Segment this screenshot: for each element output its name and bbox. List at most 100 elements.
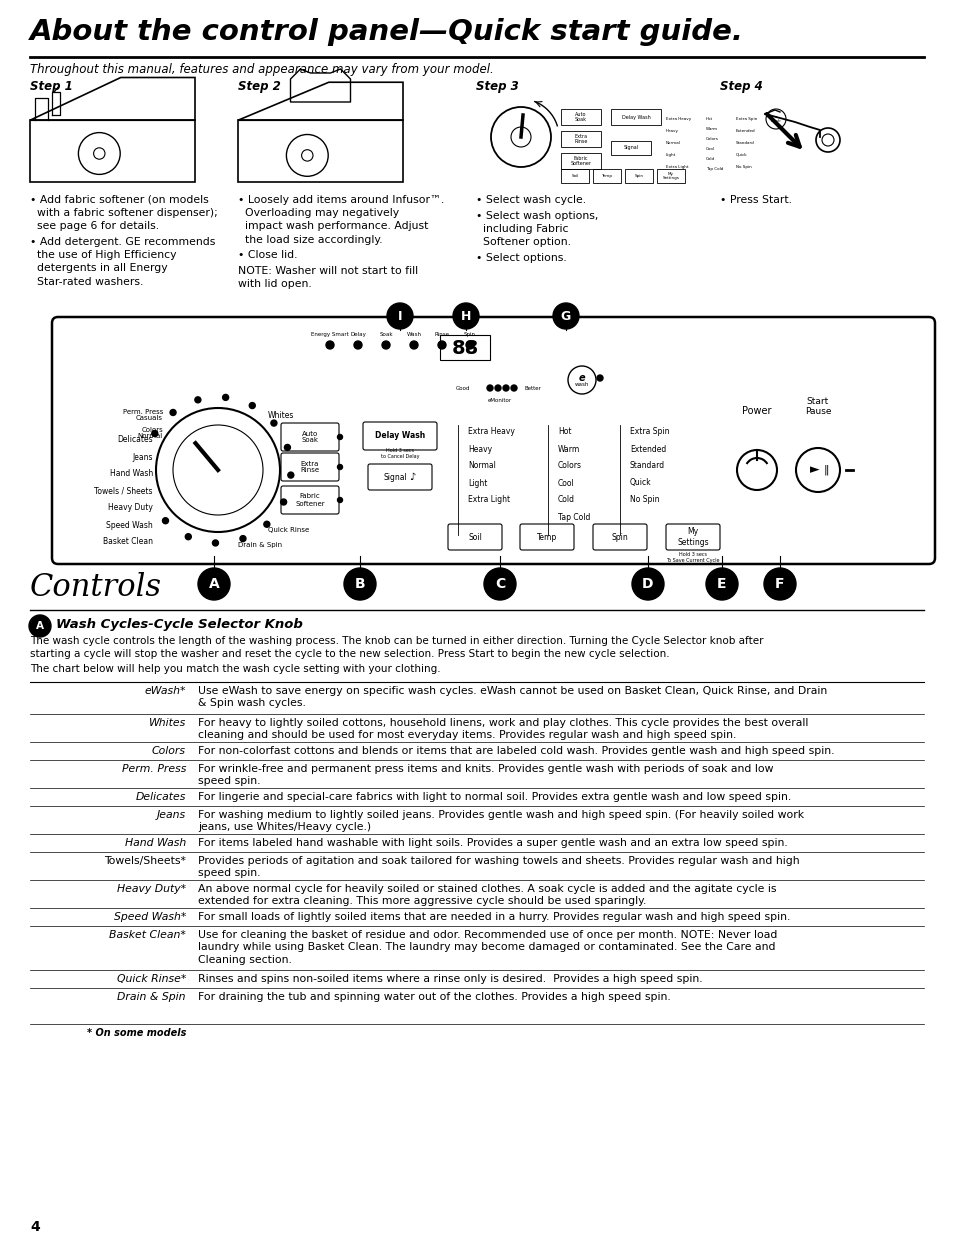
Text: Colors
Normal: Colors Normal bbox=[137, 426, 163, 440]
Text: NOTE: Washer will not start to fill
with lid open.: NOTE: Washer will not start to fill with… bbox=[237, 266, 417, 289]
Text: Heavy: Heavy bbox=[468, 445, 492, 453]
Circle shape bbox=[170, 410, 176, 415]
Text: Delay Wash: Delay Wash bbox=[375, 431, 425, 441]
Text: 4: 4 bbox=[30, 1220, 40, 1234]
Text: ‖: ‖ bbox=[822, 464, 828, 475]
Circle shape bbox=[240, 536, 246, 542]
Bar bbox=[560, 169, 588, 183]
Circle shape bbox=[271, 420, 276, 426]
Text: The chart below will help you match the wash cycle setting with your clothing.: The chart below will help you match the … bbox=[30, 664, 440, 674]
Text: Controls: Controls bbox=[30, 572, 162, 603]
Circle shape bbox=[465, 341, 474, 350]
Text: Delicates: Delicates bbox=[135, 792, 186, 802]
Text: Rinses and spins non-soiled items where a rinse only is desired.  Provides a hig: Rinses and spins non-soiled items where … bbox=[198, 974, 702, 984]
Text: • Select wash options,
  including Fabric
  Softener option.: • Select wash options, including Fabric … bbox=[476, 211, 598, 247]
Text: My
Settings: My Settings bbox=[662, 172, 679, 180]
Circle shape bbox=[249, 403, 255, 409]
Text: eWash*: eWash* bbox=[144, 685, 186, 697]
Text: Provides periods of agitation and soak tailored for washing towels and sheets. P: Provides periods of agitation and soak t… bbox=[198, 856, 799, 878]
Text: • Select options.: • Select options. bbox=[476, 253, 566, 263]
Text: For wrinkle-free and permanent press items and knits. Provides gentle wash with : For wrinkle-free and permanent press ite… bbox=[198, 764, 773, 787]
Circle shape bbox=[763, 568, 795, 600]
Text: Heavy Duty*: Heavy Duty* bbox=[117, 884, 186, 894]
Text: Hot: Hot bbox=[705, 117, 713, 121]
Circle shape bbox=[410, 341, 417, 350]
Text: Jeans: Jeans bbox=[132, 452, 152, 462]
Text: Delay Wash: Delay Wash bbox=[621, 115, 650, 120]
Text: wash: wash bbox=[575, 383, 589, 388]
Text: About the control panel—Quick start guide.: About the control panel—Quick start guid… bbox=[30, 19, 743, 46]
Bar bbox=[237, 120, 402, 182]
Text: Soil: Soil bbox=[468, 532, 481, 541]
Text: D: D bbox=[641, 577, 653, 592]
Text: Standard: Standard bbox=[735, 141, 754, 144]
Text: For draining the tub and spinning water out of the clothes. Provides a high spee: For draining the tub and spinning water … bbox=[198, 992, 670, 1002]
Text: Whites: Whites bbox=[149, 718, 186, 727]
Text: Spin: Spin bbox=[634, 174, 643, 178]
Text: Whites: Whites bbox=[268, 410, 294, 420]
Text: Start
Pause: Start Pause bbox=[804, 396, 830, 416]
Text: Extra Heavy: Extra Heavy bbox=[468, 427, 515, 436]
Circle shape bbox=[705, 568, 738, 600]
Text: E: E bbox=[717, 577, 726, 592]
Text: • Add fabric softener (on models
  with a fabric softener dispenser);
  see page: • Add fabric softener (on models with a … bbox=[30, 195, 217, 231]
Text: Cold: Cold bbox=[705, 157, 715, 161]
Text: Fabric
Softener: Fabric Softener bbox=[294, 494, 324, 506]
Circle shape bbox=[344, 568, 375, 600]
Text: Soak: Soak bbox=[378, 332, 393, 337]
Text: Extended: Extended bbox=[629, 445, 665, 453]
Text: Extra Light: Extra Light bbox=[468, 495, 510, 505]
Text: * On some models: * On some models bbox=[87, 1028, 186, 1037]
Text: Step 4: Step 4 bbox=[720, 80, 762, 93]
Text: Quick Rinse*: Quick Rinse* bbox=[116, 974, 186, 984]
Text: e: e bbox=[578, 373, 585, 383]
Text: 88: 88 bbox=[451, 338, 478, 357]
Text: Basket Clean*: Basket Clean* bbox=[109, 930, 186, 940]
Text: Extra Heavy: Extra Heavy bbox=[665, 117, 691, 121]
Bar bbox=[624, 169, 652, 183]
Text: Towels/Sheets*: Towels/Sheets* bbox=[104, 856, 186, 866]
Text: Temp: Temp bbox=[601, 174, 612, 178]
Text: My
Settings: My Settings bbox=[677, 527, 708, 547]
Text: ►: ► bbox=[809, 463, 819, 477]
Circle shape bbox=[29, 615, 51, 637]
Bar bbox=[593, 169, 620, 183]
Circle shape bbox=[337, 498, 342, 503]
Text: I: I bbox=[397, 310, 402, 322]
Text: Good: Good bbox=[455, 385, 470, 390]
Circle shape bbox=[502, 385, 509, 391]
Text: Extra
Rinse: Extra Rinse bbox=[574, 133, 587, 144]
Text: Normal: Normal bbox=[468, 462, 496, 471]
Circle shape bbox=[495, 385, 500, 391]
Text: Temp: Temp bbox=[537, 532, 557, 541]
Text: Perm. Press: Perm. Press bbox=[121, 764, 186, 774]
Text: Heavy: Heavy bbox=[665, 128, 679, 133]
Text: Standard: Standard bbox=[629, 462, 664, 471]
Text: Perm. Press
Casuals: Perm. Press Casuals bbox=[123, 409, 163, 421]
Bar bbox=[560, 153, 600, 169]
Text: Spin: Spin bbox=[611, 532, 628, 541]
Text: • Loosely add items around Infusor™.
  Overloading may negatively
  impact wash : • Loosely add items around Infusor™. Ove… bbox=[237, 195, 444, 245]
Circle shape bbox=[511, 385, 517, 391]
Text: Step 3: Step 3 bbox=[476, 80, 518, 93]
Circle shape bbox=[152, 431, 157, 436]
Text: Extra Spin: Extra Spin bbox=[629, 427, 669, 436]
Text: Normal: Normal bbox=[665, 141, 680, 144]
Text: Step 1: Step 1 bbox=[30, 80, 72, 93]
Bar bbox=[610, 109, 660, 125]
Text: Tap Cold: Tap Cold bbox=[558, 513, 590, 521]
Circle shape bbox=[194, 396, 201, 403]
Text: Speed Wash*: Speed Wash* bbox=[113, 911, 186, 923]
Text: Auto
Soak: Auto Soak bbox=[575, 111, 586, 122]
Text: ♪: ♪ bbox=[409, 472, 415, 482]
Text: Extra Spin: Extra Spin bbox=[735, 117, 757, 121]
Text: e
wash: e wash bbox=[770, 115, 781, 124]
Text: No Spin: No Spin bbox=[629, 495, 659, 505]
Text: Quick Rinse: Quick Rinse bbox=[268, 527, 309, 534]
Circle shape bbox=[337, 435, 342, 440]
Text: Warm: Warm bbox=[558, 445, 579, 453]
Circle shape bbox=[162, 517, 169, 524]
Text: Extra
Rinse: Extra Rinse bbox=[300, 461, 319, 473]
Text: For lingerie and special-care fabrics with light to normal soil. Provides extra : For lingerie and special-care fabrics wi… bbox=[198, 792, 790, 802]
Text: • Press Start.: • Press Start. bbox=[720, 195, 791, 205]
